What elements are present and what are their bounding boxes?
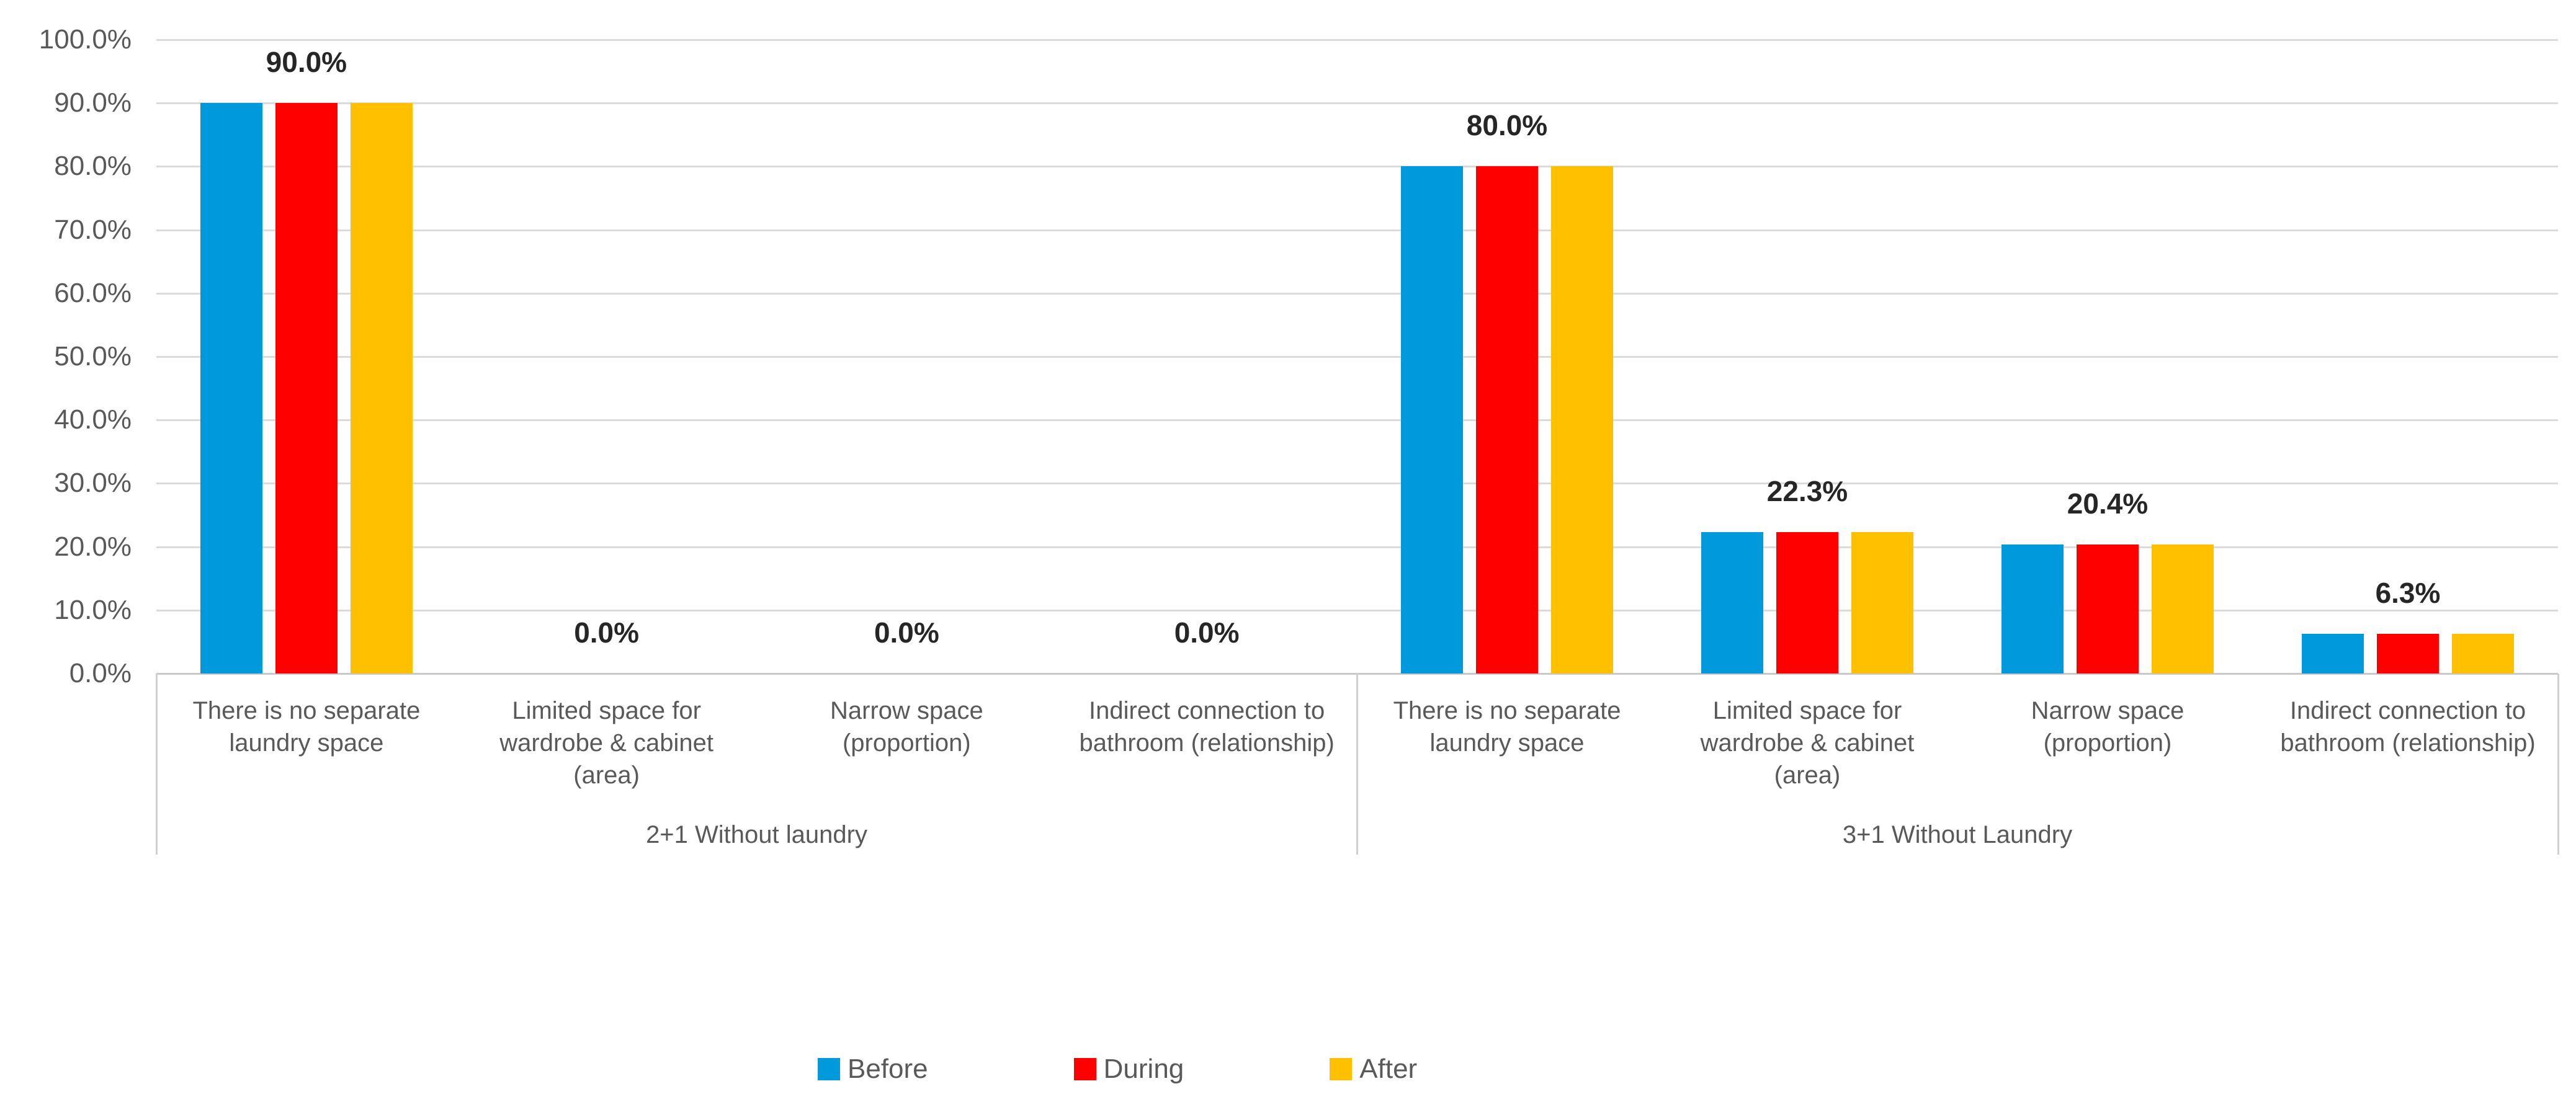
bar-after	[2152, 544, 2214, 674]
bar-during	[1476, 166, 1538, 674]
bar-before	[2001, 544, 2064, 674]
legend-swatch-icon	[818, 1058, 840, 1080]
value-label: 0.0%	[1174, 616, 1240, 649]
bar-before	[1701, 532, 1763, 674]
category-label: Indirect connection to bathroom (relatio…	[2280, 697, 2536, 757]
value-label: 6.3%	[2375, 576, 2441, 609]
legend-item-during: During	[1073, 1053, 1184, 1085]
legend-label: After	[1359, 1054, 1418, 1084]
y-tick-label: 70.0%	[54, 214, 132, 245]
category-label: Narrow space (proportion)	[2031, 697, 2185, 757]
grid-line	[156, 546, 2558, 548]
legend-item-before: Before	[818, 1053, 928, 1085]
grid-line	[156, 166, 2558, 168]
category-label: Indirect connection to bathroom (relatio…	[1079, 697, 1335, 757]
y-tick-label: 40.0%	[54, 404, 132, 435]
bar-during	[275, 103, 338, 674]
grid-line	[156, 292, 2558, 295]
grid-line	[156, 356, 2558, 358]
grid-line	[156, 482, 2558, 485]
bar-during	[2077, 544, 2139, 674]
value-label: 90.0%	[266, 46, 347, 79]
bar-after	[1551, 166, 1613, 674]
bar-during	[2377, 633, 2439, 674]
category-label: There is no separate laundry space	[1393, 697, 1621, 757]
category-axis-border	[1356, 674, 1358, 855]
y-tick-label: 0.0%	[69, 658, 132, 688]
bar-during	[1776, 532, 1838, 674]
grid-line	[156, 609, 2558, 611]
y-tick-label: 50.0%	[54, 341, 132, 371]
group-label: 2+1 Without laundry	[646, 821, 867, 848]
bar-after	[350, 103, 413, 674]
value-label: 20.4%	[2067, 487, 2149, 520]
value-label: 0.0%	[574, 616, 640, 649]
value-label: 22.3%	[1766, 475, 1848, 508]
y-tick-label: 90.0%	[54, 87, 132, 118]
y-tick-label: 60.0%	[54, 277, 132, 308]
group-label: 3+1 Without Laundry	[1842, 821, 2073, 848]
category-axis-border	[2557, 674, 2559, 855]
legend-swatch-icon	[1330, 1058, 1353, 1080]
category-label: Limited space for wardrobe & cabinet (ar…	[1700, 697, 1915, 789]
category-label: Limited space for wardrobe & cabinet (ar…	[499, 697, 713, 789]
category-label: Narrow space (proportion)	[830, 697, 983, 757]
bar-before	[2302, 633, 2364, 674]
bar-before	[1401, 166, 1463, 674]
y-tick-label: 80.0%	[54, 151, 132, 182]
bar-after	[1851, 532, 1913, 674]
legend: Before During After	[818, 1053, 1417, 1085]
grid-line	[156, 229, 2558, 231]
value-label: 0.0%	[874, 616, 939, 649]
legend-swatch-icon	[1073, 1058, 1096, 1080]
grid-line	[156, 39, 2558, 41]
bar-before	[200, 103, 262, 674]
y-tick-label: 20.0%	[54, 531, 132, 562]
value-label: 80.0%	[1466, 109, 1548, 142]
category-label: There is no separate laundry space	[192, 697, 421, 757]
y-tick-label: 10.0%	[54, 594, 132, 625]
grid-line	[156, 419, 2558, 422]
legend-label: During	[1103, 1054, 1184, 1084]
legend-item-after: After	[1330, 1053, 1417, 1085]
category-axis-border	[156, 674, 158, 855]
y-tick-label: 30.0%	[54, 468, 132, 499]
bar-after	[2452, 633, 2514, 674]
y-tick-label: 100.0%	[38, 24, 132, 55]
grid-line	[156, 102, 2558, 105]
legend-label: Before	[847, 1054, 928, 1084]
